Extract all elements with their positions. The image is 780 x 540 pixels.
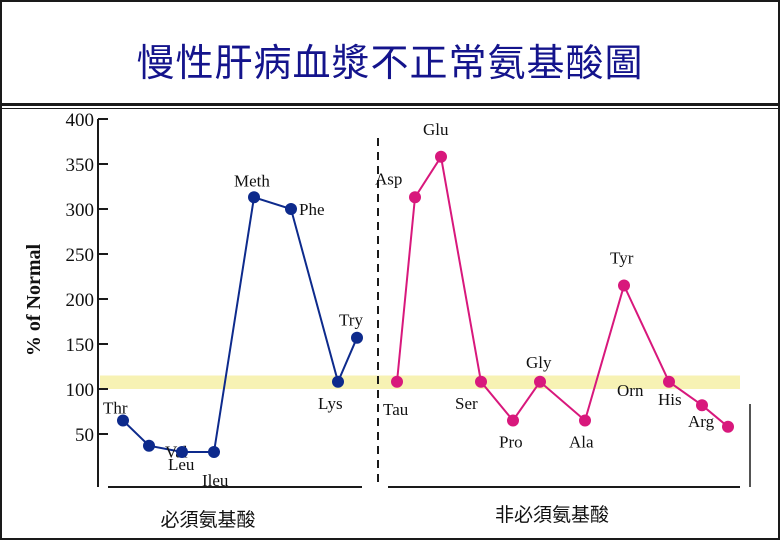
y-tick-label: 150 (66, 335, 95, 356)
data-point (696, 399, 708, 412)
data-label: Ala (569, 433, 594, 452)
data-label: Leu (168, 455, 195, 474)
y-tick-label: 100 (66, 380, 95, 401)
data-label: Gly (526, 353, 552, 372)
data-label: Ileu (202, 471, 229, 490)
data-point (332, 375, 344, 388)
data-point (351, 331, 363, 344)
data-point (507, 414, 519, 427)
y-tick-label: 400 (66, 110, 95, 131)
data-point (663, 375, 675, 388)
group-label-nonessential: 非必須氨基酸 (495, 504, 609, 526)
data-point (435, 150, 447, 163)
data-point (285, 203, 297, 215)
data-point (579, 414, 591, 427)
data-label: Phe (299, 200, 325, 219)
data-point (534, 375, 546, 388)
y-tick-label: 350 (66, 155, 95, 176)
data-point (409, 191, 421, 204)
data-point (722, 420, 734, 433)
data-label: Ser (455, 394, 478, 413)
data-point (208, 446, 220, 458)
data-label: Lys (318, 394, 343, 413)
data-label: Tyr (610, 249, 634, 268)
title-divider-thin (0, 108, 780, 109)
data-point (618, 279, 630, 292)
y-tick-label: 50 (75, 425, 94, 446)
data-label: His (658, 390, 682, 409)
data-label: Orn (617, 381, 644, 400)
y-tick-label: 200 (66, 290, 95, 311)
data-point (117, 414, 129, 427)
data-point (176, 446, 188, 458)
data-label: Arg (688, 412, 715, 431)
normal-range-band (100, 375, 740, 389)
data-point (391, 375, 403, 388)
data-point (248, 191, 260, 204)
title-divider (0, 103, 780, 106)
y-tick-label: 250 (66, 245, 95, 266)
series-line (122, 195, 358, 453)
data-label: Asp (375, 169, 402, 188)
data-label: Thr (103, 399, 128, 418)
data-label: Tau (383, 400, 409, 419)
data-point (475, 375, 487, 388)
y-axis-label: % of Normal (23, 243, 45, 356)
chart-title: 慢性肝病血漿不正常氨基酸圖 (136, 41, 644, 85)
data-label: Pro (499, 433, 523, 452)
data-label: Try (339, 311, 363, 330)
data-label: Meth (234, 171, 270, 190)
group-label-essential: 必須氨基酸 (160, 509, 255, 531)
data-point (143, 439, 155, 452)
y-tick-label: 300 (66, 200, 95, 221)
data-label: Glu (423, 120, 449, 139)
